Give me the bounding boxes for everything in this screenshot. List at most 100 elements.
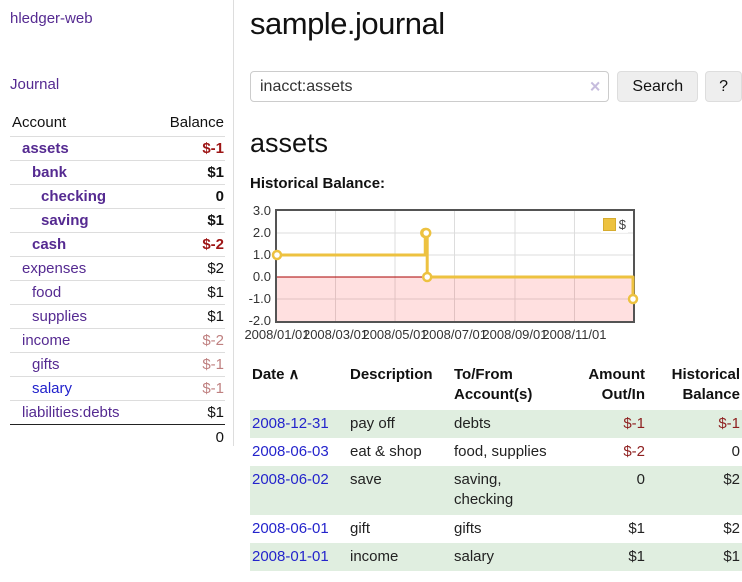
transaction-balance: $2 [723, 519, 740, 537]
transaction-balance: 0 [731, 442, 740, 460]
account-row: expenses $2 [10, 256, 225, 281]
account-link-gifts[interactable]: gifts [32, 356, 60, 373]
search-form: × Search ? [250, 71, 742, 102]
account-balance: $2 [151, 256, 225, 281]
transaction-row: 2008-06-01 gift gifts $1 $2 [250, 515, 742, 543]
transaction-description: gift [350, 519, 371, 537]
register-header-row: Date ∧ Description To/From Account(s) Amo… [250, 363, 742, 410]
transaction-amount: 0 [636, 471, 645, 488]
data-point-marker [271, 249, 283, 261]
accounts-table: Account Balance assets $-1 bank $1 checking 0… [10, 111, 225, 449]
accounts-header-balance: Balance [169, 114, 224, 131]
account-link-expenses[interactable]: expenses [22, 260, 87, 277]
account-row: supplies $1 [10, 304, 225, 329]
transaction-balance: $2 [723, 471, 740, 488]
transaction-balance: $1 [723, 547, 740, 565]
transaction-date-link[interactable]: 2008-06-01 [252, 519, 329, 537]
account-link-cash[interactable]: cash [32, 236, 67, 253]
account-link-saving[interactable]: saving [41, 212, 89, 229]
account-link-assets[interactable]: assets [22, 140, 69, 157]
account-row: liabilities:debts $1 [10, 400, 225, 425]
account-link-supplies[interactable]: supplies [32, 308, 88, 325]
account-row: salary $-1 [10, 376, 225, 401]
search-input[interactable] [251, 72, 609, 101]
x-axis-tick-label: 2008/03/01 [302, 327, 369, 342]
transaction-description: save [350, 471, 382, 488]
y-axis-tick-label: 0.0 [252, 269, 271, 284]
chart-canvas [271, 211, 639, 321]
transaction-row: 2008-06-02 save saving, checking 0 $2 [250, 466, 742, 515]
account-balance: $-2 [151, 232, 225, 257]
account-row: checking 0 [10, 184, 225, 209]
transaction-description: income [350, 547, 399, 565]
account-row: assets $-1 [10, 136, 225, 161]
transaction-amount: $1 [628, 547, 645, 565]
accounts-header-account: Account [12, 114, 67, 131]
account-row: cash $-2 [10, 232, 225, 257]
historical-balance-chart: $ 3.0 2.0 1.0 0.0 -1.0 -2.0 2008/01/01 2008/03/… [243, 203, 643, 347]
register-table: Date ∧ Description To/From Account(s) Amo… [250, 363, 742, 571]
account-balance: $1 [151, 280, 225, 305]
transaction-row: 2008-06-03 eat & shop food, supplies $-2 0 [250, 438, 742, 466]
nav-journal-link[interactable]: Journal [10, 76, 60, 93]
account-link-income[interactable]: income [22, 332, 71, 349]
account-balance: $-1 [151, 352, 225, 377]
account-row: income $-2 [10, 328, 225, 353]
search-box: × [250, 71, 610, 102]
account-balance: $1 [151, 208, 225, 233]
x-axis-tick-label: 2008/11/01 [542, 327, 607, 342]
account-title: assets [250, 128, 329, 158]
transaction-description: pay off [350, 414, 395, 432]
app-brand[interactable]: hledger-web [10, 10, 93, 27]
register-header-amount: Amount Out/In [588, 366, 645, 404]
transaction-amount: $-2 [623, 442, 645, 460]
x-axis-tick-label: 2008/05/01 [362, 327, 428, 342]
transaction-accounts: food, supplies [454, 442, 547, 460]
data-point-marker [420, 227, 432, 239]
help-button[interactable]: ? [705, 71, 742, 102]
x-axis-tick-label: 2008/09/01 [482, 327, 548, 342]
account-link-salary[interactable]: salary [32, 380, 73, 397]
account-row: food $1 [10, 280, 225, 305]
search-button[interactable]: Search [617, 71, 699, 102]
transaction-row: 2008-01-01 income salary $1 $1 [250, 542, 742, 571]
account-link-bank[interactable]: bank [32, 164, 68, 181]
legend-swatch [602, 218, 616, 231]
transaction-date-link[interactable]: 2008-12-31 [252, 414, 329, 432]
y-axis-tick-label: 2.0 [252, 225, 271, 240]
y-axis-tick-label: 3.0 [252, 203, 271, 218]
register-header-description: Description [350, 366, 433, 383]
account-balance: 0 [151, 184, 225, 209]
accounts-total-row: 0 [10, 424, 225, 449]
legend-label: $ [618, 217, 626, 232]
data-point-marker [627, 293, 639, 305]
y-axis-tick-label: -2.0 [248, 313, 271, 328]
transaction-date-link[interactable]: 2008-01-01 [252, 547, 329, 565]
transaction-accounts: salary [454, 547, 495, 565]
negative-region-shading [277, 277, 633, 321]
account-balance: $1 [151, 400, 225, 425]
account-row: bank $1 [10, 160, 225, 185]
register-header-balance: Historical Balance [671, 366, 740, 404]
register-header-accounts: To/From Account(s) [454, 366, 533, 404]
x-axis-tick-label: 2008/07/01 [421, 327, 488, 342]
transaction-accounts: gifts [454, 519, 482, 537]
transaction-description: eat & shop [350, 442, 422, 460]
transaction-date-link[interactable]: 2008-06-03 [252, 442, 329, 460]
transaction-amount: $1 [628, 519, 645, 537]
sort-asc-icon: ∧ [288, 366, 300, 383]
y-axis-tick-label: -1.0 [248, 291, 271, 306]
main-content: sample.journal × Search ? assets Histori… [244, 0, 742, 571]
page-title: sample.journal [250, 6, 445, 41]
account-link-checking[interactable]: checking [41, 188, 107, 205]
transaction-date-link[interactable]: 2008-06-02 [252, 471, 329, 488]
account-link-food[interactable]: food [32, 284, 62, 301]
register-header-date[interactable]: Date ∧ [252, 366, 300, 383]
account-link-liabilities-debts[interactable]: liabilities:debts [22, 404, 120, 421]
account-balance: $-1 [151, 376, 225, 401]
transaction-accounts: debts [454, 414, 491, 432]
account-balance: $1 [151, 160, 225, 185]
accounts-total-value: 0 [151, 424, 225, 449]
clear-search-icon[interactable]: × [589, 76, 601, 97]
account-row: gifts $-1 [10, 352, 225, 377]
